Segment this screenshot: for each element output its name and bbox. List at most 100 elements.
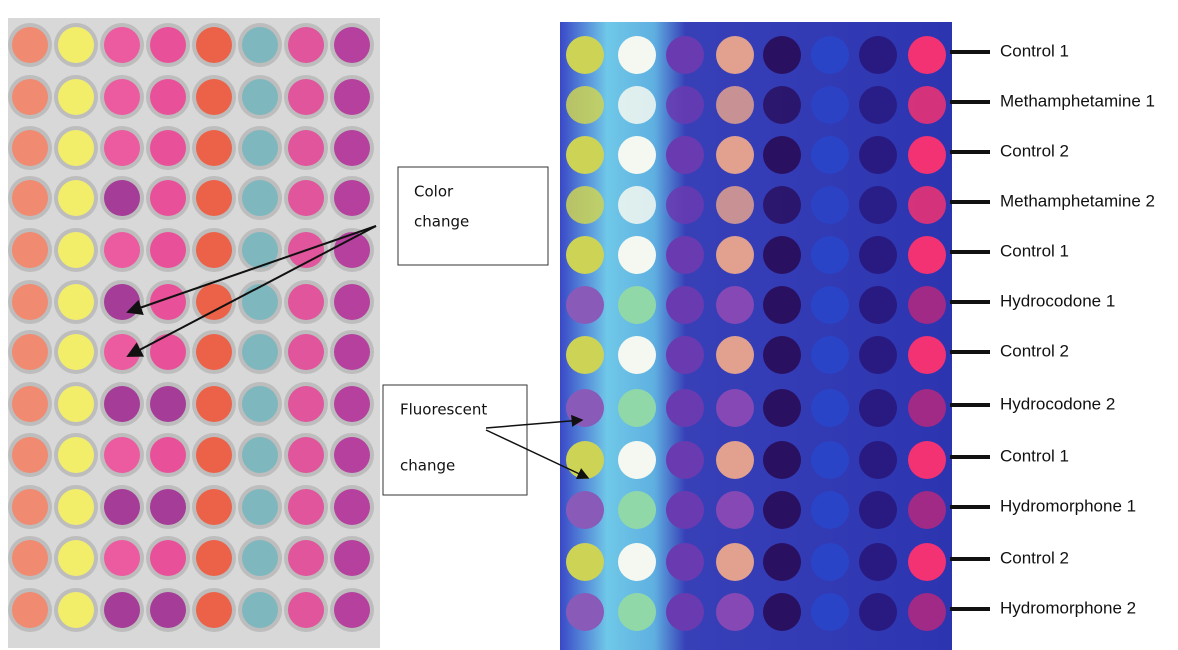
well [334, 284, 370, 320]
well [716, 491, 754, 529]
well [334, 130, 370, 166]
well [196, 232, 232, 268]
well [666, 593, 704, 631]
well [908, 86, 946, 124]
well [58, 232, 94, 268]
well [566, 86, 604, 124]
figure: Control 1 Methamphetamine 1 Control 2 Metha… [0, 0, 1178, 650]
well [859, 86, 897, 124]
well [666, 286, 704, 324]
well [859, 136, 897, 174]
well [242, 180, 278, 216]
row-label: Hydromorphone 1 [1000, 496, 1136, 515]
well [150, 180, 186, 216]
well [12, 592, 48, 628]
well [242, 130, 278, 166]
well [908, 36, 946, 74]
row-label: Control 2 [1000, 341, 1069, 360]
well [58, 386, 94, 422]
well [859, 543, 897, 581]
well [666, 186, 704, 224]
well [811, 593, 849, 631]
well [811, 136, 849, 174]
well [150, 386, 186, 422]
well [763, 286, 801, 324]
well [58, 180, 94, 216]
well [566, 336, 604, 374]
well [859, 186, 897, 224]
row-label: Methamphetamine 1 [1000, 91, 1155, 110]
callout-text: Color [414, 183, 454, 201]
well [908, 441, 946, 479]
well [58, 437, 94, 473]
well [666, 491, 704, 529]
well [763, 136, 801, 174]
well [716, 136, 754, 174]
well [716, 236, 754, 274]
well [104, 437, 140, 473]
well [104, 540, 140, 576]
well [334, 334, 370, 370]
well [811, 441, 849, 479]
callout-text: Fluorescent [400, 401, 487, 419]
well [666, 336, 704, 374]
well [12, 334, 48, 370]
well [716, 336, 754, 374]
well [763, 236, 801, 274]
well [12, 437, 48, 473]
well [716, 441, 754, 479]
well [763, 491, 801, 529]
well [859, 593, 897, 631]
well [150, 334, 186, 370]
well [716, 286, 754, 324]
well [288, 27, 324, 63]
well [566, 236, 604, 274]
well [104, 386, 140, 422]
well [716, 36, 754, 74]
well [666, 86, 704, 124]
well [811, 543, 849, 581]
well [618, 389, 656, 427]
well [58, 489, 94, 525]
well [666, 136, 704, 174]
well [12, 27, 48, 63]
well [12, 489, 48, 525]
well [196, 592, 232, 628]
well [104, 284, 140, 320]
well [763, 593, 801, 631]
well [12, 130, 48, 166]
well [618, 593, 656, 631]
well [104, 27, 140, 63]
well [859, 441, 897, 479]
well [811, 286, 849, 324]
well [811, 36, 849, 74]
well [811, 236, 849, 274]
well [288, 284, 324, 320]
well [150, 489, 186, 525]
well [242, 592, 278, 628]
well [150, 540, 186, 576]
well [242, 334, 278, 370]
well [196, 386, 232, 422]
well [334, 232, 370, 268]
well [859, 389, 897, 427]
well [12, 232, 48, 268]
well [196, 79, 232, 115]
well [334, 180, 370, 216]
well [618, 286, 656, 324]
well [618, 186, 656, 224]
well [150, 232, 186, 268]
well [150, 437, 186, 473]
row-label: Hydrocodone 1 [1000, 291, 1115, 310]
row-label: Control 2 [1000, 548, 1069, 567]
well [242, 284, 278, 320]
row-label: Methamphetamine 2 [1000, 191, 1155, 210]
well [859, 286, 897, 324]
well [242, 79, 278, 115]
well [908, 286, 946, 324]
well [150, 592, 186, 628]
row-label: Control 1 [1000, 41, 1069, 60]
row-label: Control 2 [1000, 141, 1069, 160]
well [104, 79, 140, 115]
well [196, 27, 232, 63]
